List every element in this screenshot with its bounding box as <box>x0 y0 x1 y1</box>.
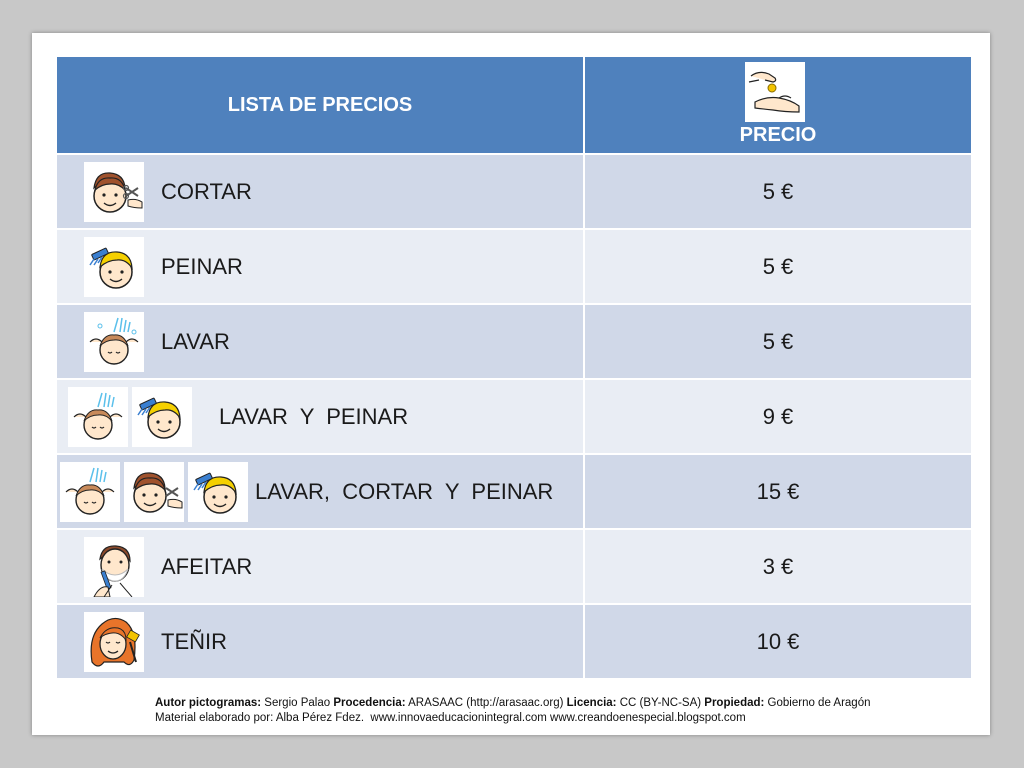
hair-wash-pictogram-icon <box>84 312 144 372</box>
payment-hands-icon <box>745 62 805 122</box>
credits: Autor pictogramas: Sergio Palao Proceden… <box>155 696 871 726</box>
hair-dye-pictogram-icon <box>84 612 144 672</box>
price-column-header: PRECIO <box>583 55 973 155</box>
price-cell: 15 € <box>583 453 973 530</box>
service-cell: CORTAR <box>55 153 585 230</box>
price-header-label: PRECIO <box>739 124 817 146</box>
price-cell: 10 € <box>583 603 973 680</box>
table-header-row: LISTA DE PRECIOS PRECIO <box>55 55 973 155</box>
source-label: Procedencia: <box>333 697 406 709</box>
table-row: LAVAR Y PEINAR 9 € <box>55 378 973 455</box>
haircut-pictogram-icon <box>124 462 184 522</box>
table-row: AFEITAR 3 € <box>55 528 973 605</box>
table-row: LAVAR, CORTAR Y PEINAR 15 € <box>55 453 973 530</box>
slide-frame: LISTA DE PRECIOS PRECIO <box>32 33 990 735</box>
service-cell: LAVAR <box>55 303 585 380</box>
service-header-label: LISTA DE PRECIOS <box>227 93 413 116</box>
price-cell: 5 € <box>583 303 973 380</box>
license-label: Licencia: <box>566 697 617 709</box>
service-label: TEÑIR <box>161 629 227 654</box>
table-row: PEINAR 5 € <box>55 228 973 305</box>
hair-wash-pictogram-icon <box>68 387 128 447</box>
service-cell: AFEITAR <box>55 528 585 605</box>
table-row: TEÑIR 10 € <box>55 603 973 680</box>
hair-wash-pictogram-icon <box>60 462 120 522</box>
table-row: CORTAR 5 € <box>55 153 973 230</box>
comb-pictogram-icon <box>132 387 192 447</box>
service-label: LAVAR Y PEINAR <box>219 404 409 429</box>
service-label: AFEITAR <box>161 554 253 579</box>
shave-pictogram-icon <box>84 537 144 598</box>
service-label: PEINAR <box>161 254 243 279</box>
service-label: LAVAR, CORTAR Y PEINAR <box>255 479 554 504</box>
service-cell: PEINAR <box>55 228 585 305</box>
price-cell: 5 € <box>583 228 973 305</box>
service-column-header: LISTA DE PRECIOS <box>55 55 585 155</box>
price-cell: 5 € <box>583 153 973 230</box>
owner-value: Gobierno de Aragón <box>767 697 871 709</box>
source-value: ARASAAC (http://arasaac.org) <box>408 697 564 709</box>
credits-line-2: Material elaborado por: Alba Pérez Fdez.… <box>155 712 746 724</box>
price-cell: 9 € <box>583 378 973 455</box>
comb-pictogram-icon <box>84 237 144 297</box>
service-cell: LAVAR, CORTAR Y PEINAR <box>55 453 585 530</box>
author-label: Autor pictogramas: <box>155 697 262 709</box>
table-row: LAVAR 5 € <box>55 303 973 380</box>
service-label: LAVAR <box>161 329 230 354</box>
credits-line-1: Autor pictogramas: Sergio Palao Proceden… <box>155 696 871 711</box>
service-cell: LAVAR Y PEINAR <box>55 378 585 455</box>
owner-label: Propiedad: <box>704 697 765 709</box>
haircut-pictogram-icon <box>84 162 144 222</box>
price-cell: 3 € <box>583 528 973 605</box>
price-table: LISTA DE PRECIOS PRECIO <box>55 55 973 680</box>
service-label: CORTAR <box>161 179 252 204</box>
author-value: Sergio Palao <box>264 697 331 709</box>
license-value: CC (BY-NC-SA) <box>619 697 702 709</box>
comb-pictogram-icon <box>188 462 248 522</box>
service-cell: TEÑIR <box>55 603 585 680</box>
